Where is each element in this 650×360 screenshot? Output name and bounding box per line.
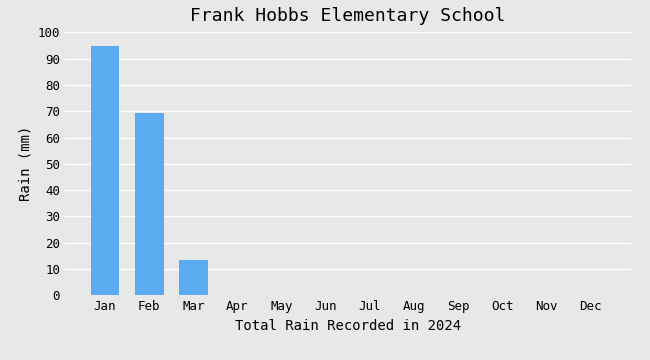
Bar — [91, 45, 120, 295]
Title: Frank Hobbs Elementary School: Frank Hobbs Elementary School — [190, 7, 506, 25]
Y-axis label: Rain (mm): Rain (mm) — [18, 126, 32, 202]
Bar — [135, 113, 164, 295]
X-axis label: Total Rain Recorded in 2024: Total Rain Recorded in 2024 — [235, 319, 461, 333]
Bar — [179, 260, 207, 295]
